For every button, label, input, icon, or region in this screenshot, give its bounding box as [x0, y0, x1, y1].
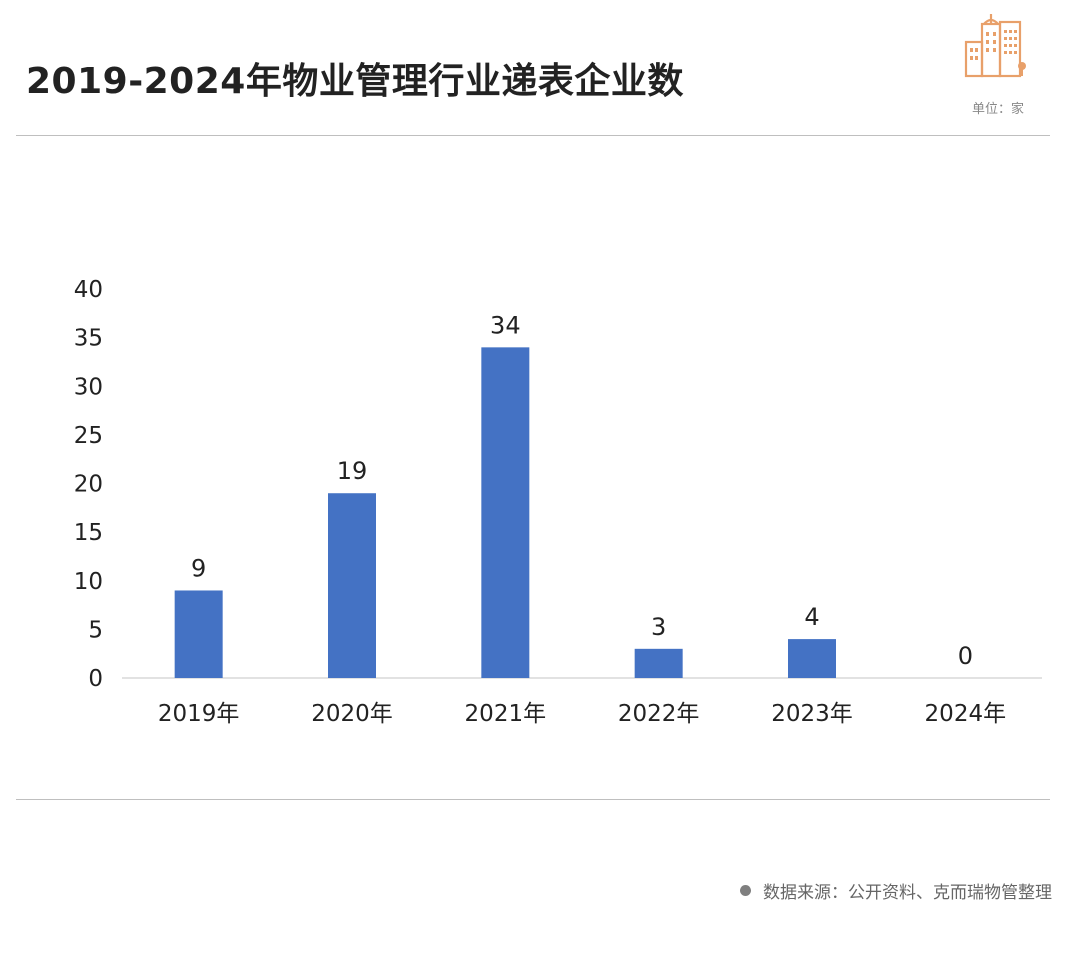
data-label: 9 — [191, 554, 206, 582]
source-note: 数据来源：公开资料、克而瑞物管整理 — [740, 878, 1052, 903]
x-tick-label: 2022年 — [618, 701, 700, 727]
bar — [634, 648, 683, 678]
x-tick-label: 2020年 — [311, 701, 393, 727]
bar — [328, 493, 376, 678]
bar — [174, 590, 223, 678]
bar — [481, 347, 530, 678]
y-tick-label: 5 — [88, 617, 103, 643]
y-tick-label: 25 — [74, 423, 103, 449]
source-text: 数据来源：公开资料、克而瑞物管整理 — [763, 883, 1052, 903]
data-label: 19 — [337, 457, 368, 485]
data-label: 4 — [804, 603, 819, 631]
bar — [788, 639, 836, 678]
y-tick-label: 40 — [74, 277, 103, 303]
top-divider — [16, 135, 1050, 136]
bullet-dot — [740, 885, 751, 896]
y-tick-label: 15 — [74, 520, 103, 546]
bottom-divider — [16, 799, 1050, 800]
x-tick-label: 2023年 — [771, 701, 853, 727]
x-tick-label: 2024年 — [925, 701, 1007, 727]
y-tick-label: 20 — [74, 472, 103, 498]
data-label: 34 — [490, 311, 521, 339]
y-tick-label: 35 — [74, 326, 103, 352]
y-tick-label: 10 — [74, 569, 103, 595]
data-label: 3 — [651, 613, 666, 641]
buildings-icon — [964, 14, 1026, 78]
unit-label: 单位：家 — [971, 102, 1024, 117]
x-tick-label: 2021年 — [465, 701, 547, 727]
data-label: 0 — [958, 642, 973, 670]
y-tick-label: 30 — [74, 374, 103, 400]
y-tick-label: 0 — [88, 666, 103, 692]
page-title: 2019-2024年物业管理行业递表企业数 — [26, 61, 684, 102]
x-tick-label: 2019年 — [158, 701, 240, 727]
